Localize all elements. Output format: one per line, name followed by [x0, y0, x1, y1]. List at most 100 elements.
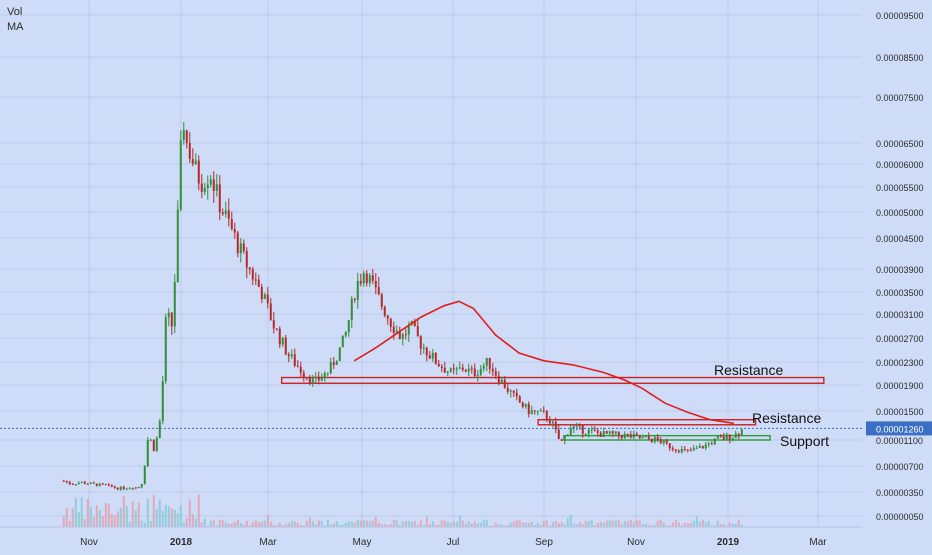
volume-bar — [596, 522, 599, 527]
candle-body — [455, 368, 458, 370]
volume-bar — [473, 521, 476, 527]
candle-body — [254, 279, 257, 281]
volume-bar — [245, 520, 248, 527]
volume-bar — [110, 513, 113, 527]
volume-bar — [386, 524, 389, 527]
volume-bar — [383, 524, 386, 527]
price-tick-label: 0.00005000 — [876, 208, 924, 218]
candle-body — [461, 367, 464, 370]
candle-body — [338, 347, 341, 362]
volume-bar — [284, 523, 287, 527]
volume-bar — [308, 517, 311, 527]
candle-body — [536, 411, 539, 413]
candle-body — [116, 487, 119, 490]
candle-body — [224, 210, 227, 214]
volume-bar — [212, 519, 215, 527]
candle-body — [158, 420, 161, 439]
candle-body — [296, 365, 299, 367]
volume-bar — [740, 524, 743, 527]
candle-body — [413, 320, 416, 327]
volume-bar — [602, 522, 605, 527]
time-tick-label: Nov — [80, 537, 98, 548]
volume-bar — [290, 521, 293, 527]
volume-bar — [449, 522, 452, 527]
candle-body — [203, 187, 206, 192]
candle-body — [638, 435, 641, 439]
volume-bar — [263, 520, 266, 527]
candle-body — [386, 315, 389, 319]
candle-body — [500, 379, 503, 383]
volume-bar — [179, 505, 182, 527]
candle-body — [710, 443, 713, 445]
candle-body — [548, 419, 551, 424]
volume-bar — [632, 522, 635, 527]
volume-bar — [695, 516, 698, 527]
volume-bar — [665, 525, 668, 527]
volume-bar — [533, 525, 536, 527]
volume-bar — [317, 520, 320, 527]
volume-bar — [140, 520, 143, 527]
candle-body — [539, 410, 542, 412]
candle-body — [599, 432, 602, 437]
volume-bar — [569, 515, 572, 527]
time-tick-label: Sep — [535, 537, 553, 548]
volume-bar — [548, 525, 551, 527]
volume-bar — [668, 525, 671, 527]
candle-body — [149, 439, 152, 441]
candle-body — [362, 273, 365, 284]
candle-body — [284, 337, 287, 355]
volume-bar — [713, 525, 716, 527]
candle-body — [257, 279, 260, 287]
candle-body — [728, 434, 731, 441]
candle-body — [299, 366, 302, 373]
candle-body — [197, 160, 200, 184]
resistance-zone — [537, 419, 757, 426]
zone-labels: Resistance Resistance Support — [714, 362, 829, 449]
candle-body — [248, 267, 251, 270]
volume-bar — [659, 519, 662, 527]
volume-bar — [323, 525, 326, 527]
volume-indicator-label[interactable]: Vol — [7, 6, 23, 18]
volume-bar — [497, 524, 500, 527]
candle-body — [659, 439, 662, 444]
candle-body — [512, 390, 515, 393]
volume-bar — [536, 522, 539, 527]
time-tick-label: 2018 — [170, 537, 193, 548]
volume-bar — [440, 520, 443, 527]
candle-body — [716, 436, 719, 439]
volume-bar — [320, 520, 323, 527]
moving-average-line — [353, 300, 734, 425]
volume-bar — [734, 523, 737, 527]
volume-bar — [350, 521, 353, 527]
volume-bar — [581, 524, 584, 527]
candle-body — [278, 328, 281, 345]
volume-bar — [104, 503, 107, 527]
volume-bar — [467, 521, 470, 527]
candle-body — [326, 373, 329, 375]
volume-bar — [518, 520, 521, 527]
volume-bar — [134, 510, 137, 527]
volume-bar — [164, 504, 167, 527]
volume-bar — [347, 521, 350, 527]
volume-bar — [389, 523, 392, 527]
price-tick-label: 0.00006500 — [876, 139, 924, 149]
candle-body — [467, 368, 470, 372]
volume-bar — [431, 521, 434, 527]
candle-body — [272, 320, 275, 329]
volume-bar — [62, 516, 65, 527]
moving-average-indicator-label[interactable]: MA — [7, 21, 24, 33]
candle-body — [671, 448, 674, 450]
volume-bar — [89, 507, 92, 527]
resistance-label: Resistance — [714, 362, 783, 378]
candle-body — [701, 445, 704, 449]
candle-body — [692, 448, 695, 451]
candle-body — [302, 372, 305, 378]
price-tick-label: 0.00001500 — [876, 407, 924, 417]
volume-bar — [176, 513, 179, 527]
volume-bar — [251, 522, 254, 527]
candle-body — [245, 251, 248, 268]
candle-body — [350, 298, 353, 321]
candle-body — [644, 436, 647, 438]
